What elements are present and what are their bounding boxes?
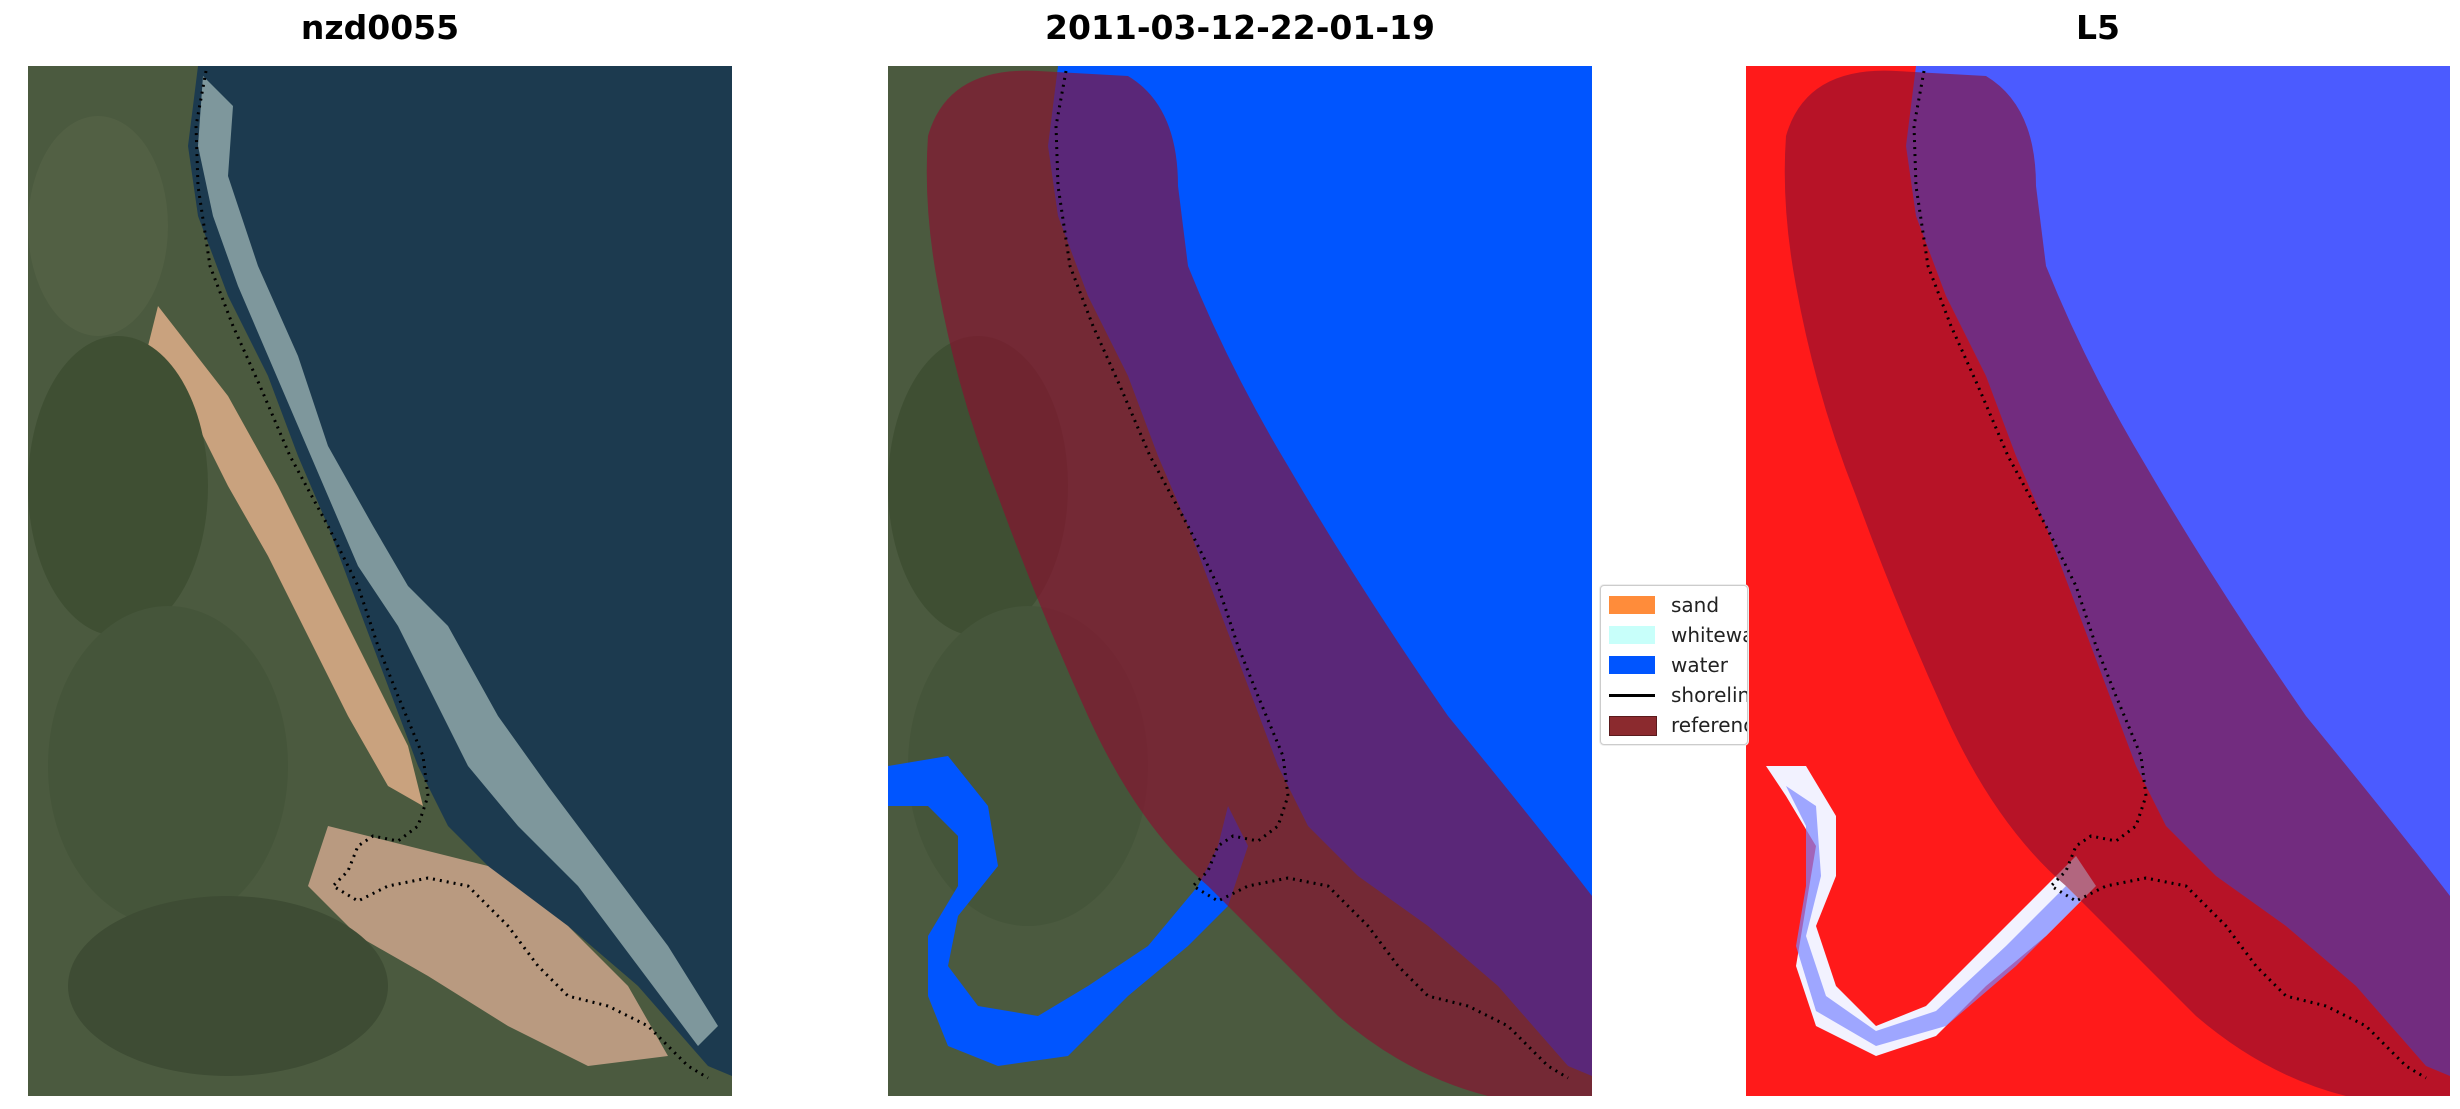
legend-label-reference-buffer: reference shoreline buffer — [1671, 713, 1747, 737]
classification-image — [888, 66, 1592, 1096]
legend-label-sand: sand — [1671, 593, 1720, 617]
panel-title-index: L5 — [2076, 8, 2120, 47]
legend-swatch-whitewater — [1609, 626, 1655, 644]
legend-line-shoreline — [1609, 694, 1655, 697]
legend-swatch-water — [1609, 656, 1655, 674]
index-panel — [1746, 66, 2450, 1096]
reference-buffer-overlay-index — [1784, 70, 2450, 1096]
legend-swatch-reference-buffer — [1609, 716, 1657, 736]
shoreline-trace-index — [1912, 70, 2427, 1080]
legend-label-water: water — [1671, 653, 1728, 677]
panel-title-classification: 2011-03-12-22-01-19 — [1045, 8, 1435, 47]
panel-title-rgb: nzd0055 — [300, 8, 460, 47]
shoreline-trace-classification — [1054, 70, 1569, 1080]
index-image — [1746, 66, 2450, 1096]
legend-swatch-sand — [1609, 596, 1655, 614]
rgb-image — [28, 66, 732, 1096]
reference-buffer-overlay — [926, 70, 1592, 1096]
legend: sand whitewater water shoreline referenc… — [1600, 585, 1748, 745]
classification-panel — [888, 66, 1592, 1096]
legend-label-whitewater: whitewater — [1671, 623, 1747, 647]
shoreline-trace-rgb — [194, 70, 709, 1080]
legend-label-shoreline: shoreline — [1671, 683, 1747, 707]
rgb-image-panel — [28, 66, 732, 1096]
